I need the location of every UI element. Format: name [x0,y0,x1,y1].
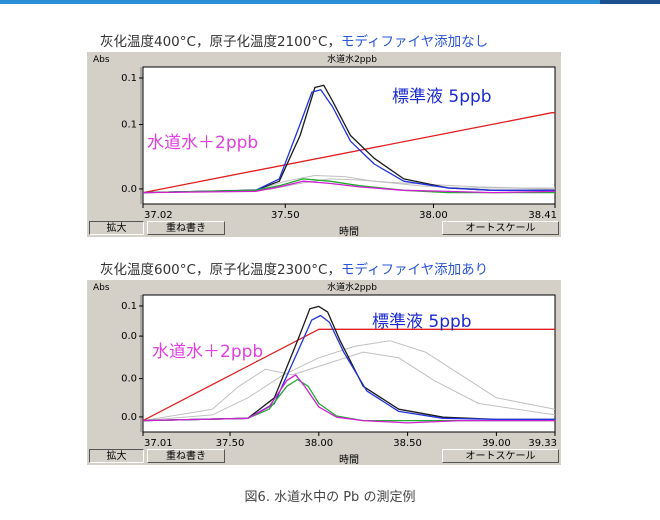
series-line [143,328,555,422]
x-tick-label: 37.01 [144,438,173,449]
chart-2-condition-modifier: モディファイヤ添加あり [340,262,489,278]
series-group [143,84,555,194]
top-accent-bar [0,0,660,4]
y-tick-label: 0.0 [121,331,137,342]
annotation-sample: 水道水＋2ppb [147,133,258,153]
series-line [143,180,555,194]
figure-caption: 図6. 水道水中の Pb の測定例 [244,490,416,505]
annotation-sample: 水道水＋2ppb [152,342,263,362]
y-tick-label: 0.1 [121,73,137,84]
series-group [143,305,555,424]
plot-area [142,294,556,433]
series-line [143,314,555,422]
chart-1-svg: Abs 水道水2ppb 時間 0.1 0.1 0.0 37.02 37.50 38.00 3… [93,53,557,237]
chart-2-panel: Abs 水道水2ppb 時間 0.1 0.0 0.0 0.0 37.01 37.50 38.… [87,280,561,465]
series-line [143,340,555,422]
top-accent-bar-dark [600,0,660,4]
y-tick-label: 0.0 [121,374,137,385]
y-tick-label: 0.0 [121,412,137,423]
chart-2-svg: Abs 水道水2ppb 時間 0.1 0.0 0.0 0.0 37.01 37.50 38.… [93,281,557,465]
chart-1-condition: 灰化温度400°C，原子化温度2100°C，モディファイヤ添加なし [100,30,488,50]
chart-1-overlay-button[interactable]: 重ね書き [147,221,225,235]
series-line [143,305,555,422]
chart-1-panel: Abs 水道水2ppb 時間 0.1 0.1 0.0 37.02 37.50 38.00 3… [87,52,561,237]
chart-1-xlabel: 時間 [339,226,359,237]
chart-2-xlabel: 時間 [339,454,359,465]
y-tick-label: 0.0 [121,184,137,195]
x-tick-label: 39.00 [482,438,511,449]
chart-1-autoscale-button[interactable]: オートスケール [442,221,559,235]
chart-2-overlay-button[interactable]: 重ね書き [147,449,225,463]
chart-1-ylabel: Abs [93,55,110,65]
x-tick-label: 37.50 [216,438,245,449]
series-line [143,374,555,424]
chart-2-title: 水道水2ppb [327,281,377,293]
chart-2-ylabel: Abs [93,283,110,293]
series-line [143,175,555,194]
chart-2-autoscale-button[interactable]: オートスケール [442,449,559,463]
annotation-standard: 標準液 5ppb [372,312,472,332]
x-tick-label: 38.50 [393,438,422,449]
chart-1-condition-prefix: 灰化温度400°C，原子化温度2100°C， [100,34,341,50]
x-tick-label: 37.02 [144,210,173,221]
plot-area [142,66,556,205]
chart-1-condition-modifier: モディファイヤ添加なし [340,34,489,50]
x-tick-label: 39.33 [528,438,557,449]
series-line [143,112,555,194]
annotation-standard: 標準液 5ppb [392,87,492,107]
chart-1-zoom-button[interactable]: 拡大 [89,221,144,235]
x-tick-label: 38.00 [419,210,448,221]
chart-2-zoom-button[interactable]: 拡大 [89,449,144,463]
series-line [143,351,555,422]
x-tick-label: 37.50 [271,210,300,221]
x-tick-label: 38.41 [528,210,557,221]
series-line [143,89,555,194]
y-tick-label: 0.1 [121,120,137,131]
x-tick-label: 38.00 [304,438,333,449]
chart-2-condition: 灰化温度600°C，原子化温度2300°C，モディファイヤ添加あり [100,258,488,278]
y-tick-label: 0.1 [121,301,137,312]
series-line [143,178,555,194]
chart-2-condition-prefix: 灰化温度600°C，原子化温度2300°C， [100,262,341,278]
chart-1-title: 水道水2ppb [327,53,377,65]
